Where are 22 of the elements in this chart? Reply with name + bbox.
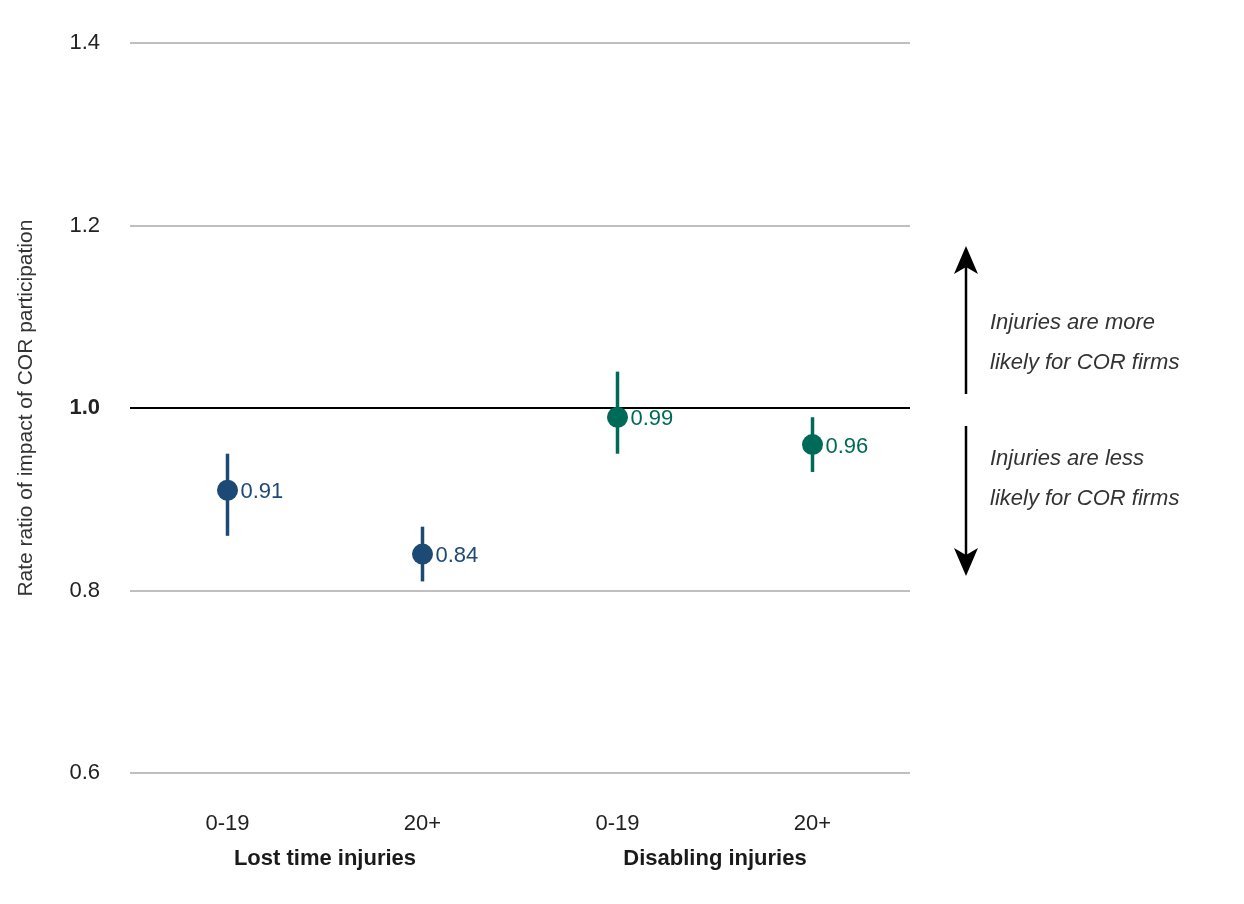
point [412,543,433,565]
data-label: 0.91 [240,478,284,504]
y-tick-label: 1.2 [69,211,100,237]
point [217,479,238,501]
point [607,406,628,428]
data-label: 0.84 [435,542,479,568]
y-tick-label: 0.6 [69,759,100,785]
y-axis-title: Rate ratio of impact of COR participation [13,219,37,597]
text: Disabling injuries [623,845,807,871]
y-tick-label: 1.4 [69,29,100,55]
text: Injuries are less likely for COR firms [990,444,1181,513]
point [802,434,823,456]
data-label: 0.99 [630,405,674,431]
y-tick-label: 1.0 [69,394,100,420]
x-tick-label: 20+ [403,810,442,836]
x-tick-label: 0-19 [595,810,640,836]
text: Lost time injuries [233,845,417,871]
y-tick-label: 0.8 [69,576,100,602]
x-tick-label: 0-19 [205,810,250,836]
text: Injuries are more likely for COR firms [990,308,1181,377]
x-tick-label: 20+ [793,810,832,836]
data-label: 0.96 [825,432,869,458]
